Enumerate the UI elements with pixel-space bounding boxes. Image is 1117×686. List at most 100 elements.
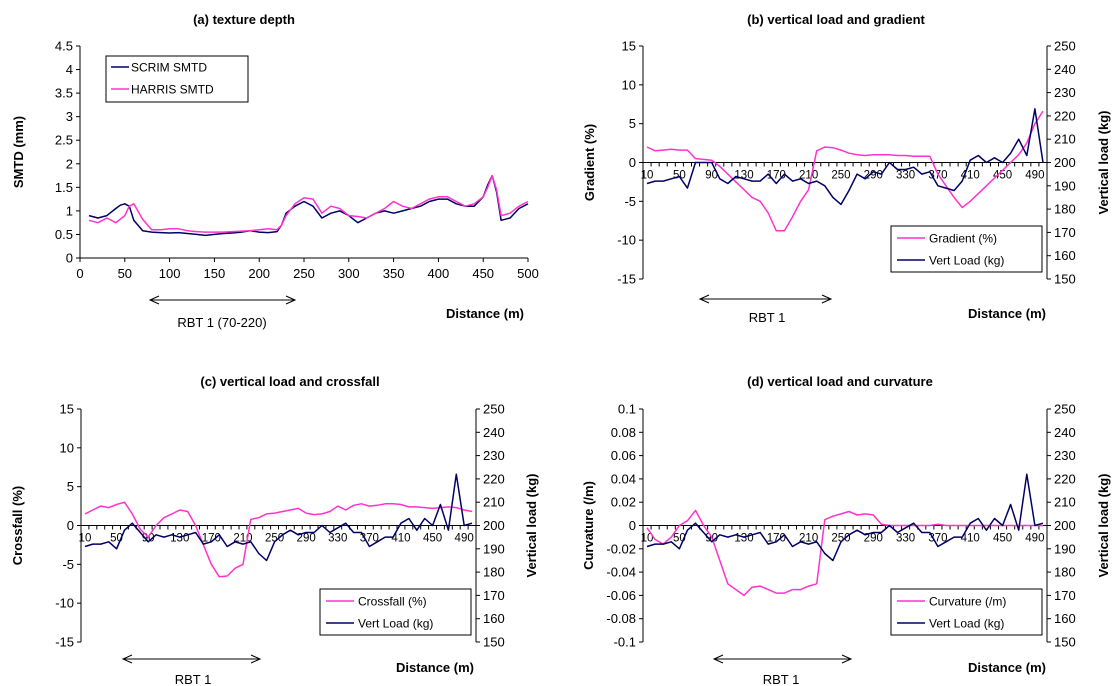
chart-panel-b: (b) vertical load and gradient -15 -10 -5 0 5… bbox=[582, 12, 1111, 325]
left-y-tick-label: 0 bbox=[629, 518, 636, 533]
left-y-tick-label: -5 bbox=[624, 194, 636, 209]
annotation-arrow-right-head bbox=[841, 654, 853, 664]
legend: Crossfall (%) Vert Load (kg) bbox=[319, 588, 472, 636]
legend: Curvature (/m) Vert Load (kg) bbox=[890, 588, 1043, 636]
left-y-tick-label: 15 bbox=[622, 39, 636, 54]
right-y-tick-label: 180 bbox=[1054, 202, 1076, 217]
left-y-tick-label: -0.02 bbox=[606, 541, 636, 556]
y-tick-label: 2 bbox=[66, 156, 73, 171]
legend-label-2: Vert Load (kg) bbox=[929, 617, 1004, 631]
x-tick-label: 50 bbox=[118, 266, 132, 281]
y-tick-label: 4 bbox=[66, 62, 73, 77]
annotation-arrow-right-head bbox=[821, 294, 833, 304]
right-y-tick-label: 220 bbox=[1054, 108, 1076, 123]
x-tick-label: 10 bbox=[641, 170, 654, 182]
series-line-1 bbox=[88, 174, 529, 237]
x-axis-label: Distance (m) bbox=[968, 306, 1046, 321]
legend-box bbox=[319, 588, 472, 636]
right-y-axis-label: Vertical load (kg) bbox=[1096, 110, 1111, 214]
left-y-axis-label: Crossfall (%) bbox=[10, 486, 25, 565]
left-y-tick-label: -5 bbox=[62, 557, 74, 572]
annotation-arrow-right-head bbox=[285, 295, 297, 305]
x-tick-label: 330 bbox=[328, 533, 347, 545]
right-y-axis-label: Vertical load (kg) bbox=[524, 473, 539, 577]
right-y-tick-label: 210 bbox=[1054, 132, 1076, 147]
legend-label-2: HARRIS SMTD bbox=[131, 83, 214, 97]
left-y-tick-label: -15 bbox=[55, 635, 74, 650]
left-y-tick-label: 5 bbox=[629, 116, 636, 131]
x-tick-label: 410 bbox=[391, 533, 410, 545]
x-tick-label: 150 bbox=[204, 266, 226, 281]
legend-label-1: Crossfall (%) bbox=[358, 595, 427, 609]
x-tick-label: 130 bbox=[734, 533, 753, 545]
x-tick-label: 300 bbox=[338, 266, 360, 281]
x-tick-label: 100 bbox=[159, 266, 181, 281]
x-tick-label: 170 bbox=[202, 533, 221, 545]
y-tick-label: 3.5 bbox=[55, 86, 73, 101]
chart-title: (d) vertical load and curvature bbox=[747, 374, 933, 389]
legend-label-1: Curvature (/m) bbox=[929, 595, 1006, 609]
left-y-tick-label: -0.1 bbox=[614, 635, 636, 650]
x-axis-label: Distance (m) bbox=[396, 660, 474, 675]
left-y-tick-label: 0.04 bbox=[611, 471, 636, 486]
series-line-1 bbox=[646, 110, 1044, 232]
x-tick-label: 400 bbox=[428, 266, 450, 281]
left-y-tick-label: -0.04 bbox=[606, 565, 636, 580]
x-axis-label: Distance (m) bbox=[968, 660, 1046, 675]
left-y-tick-label: 5 bbox=[67, 479, 74, 494]
right-y-tick-label: 210 bbox=[483, 495, 505, 510]
x-tick-label: 200 bbox=[248, 266, 270, 281]
y-tick-label: 1 bbox=[66, 203, 73, 218]
y-tick-label: 2.5 bbox=[55, 133, 73, 148]
x-tick-label: 330 bbox=[896, 170, 915, 182]
right-y-tick-label: 200 bbox=[1054, 155, 1076, 170]
x-tick-label: 450 bbox=[993, 533, 1012, 545]
right-y-axis-label: Vertical load (kg) bbox=[1096, 473, 1111, 577]
x-tick-label: 410 bbox=[961, 533, 980, 545]
rbt-arrow bbox=[712, 654, 853, 664]
right-y-tick-label: 240 bbox=[1054, 62, 1076, 77]
right-y-tick-label: 190 bbox=[483, 541, 505, 556]
y-tick-label: 0.5 bbox=[55, 227, 73, 242]
chart-title: (b) vertical load and gradient bbox=[747, 12, 925, 27]
series-line-2 bbox=[88, 174, 529, 233]
x-tick-label: 490 bbox=[1025, 170, 1044, 182]
y-tick-label: 3 bbox=[66, 109, 73, 124]
y-tick-label: 0 bbox=[66, 251, 73, 266]
rbt-annotation-label: RBT 1 bbox=[175, 672, 212, 686]
x-tick-label: 170 bbox=[767, 533, 786, 545]
right-y-tick-label: 240 bbox=[1054, 425, 1076, 440]
x-tick-label: 450 bbox=[472, 266, 494, 281]
series-line-1 bbox=[84, 501, 473, 578]
x-tick-label: 50 bbox=[673, 170, 686, 182]
series-line-1 bbox=[646, 509, 1043, 597]
x-axis-label: Distance (m) bbox=[446, 306, 524, 321]
chart-panel-c: (c) vertical load and crossfall -15 -10 -5 0… bbox=[10, 374, 539, 686]
left-y-tick-label: 0.06 bbox=[611, 448, 636, 463]
right-y-tick-label: 170 bbox=[1054, 225, 1076, 240]
right-y-tick-label: 180 bbox=[1054, 565, 1076, 580]
right-y-tick-label: 190 bbox=[1054, 541, 1076, 556]
legend-label-1: Gradient (%) bbox=[929, 232, 997, 246]
x-tick-label: 210 bbox=[799, 533, 818, 545]
series-line-2 bbox=[646, 108, 1044, 206]
rbt-annotation-label: RBT 1 bbox=[749, 310, 786, 325]
y-axis-label: SMTD (mm) bbox=[11, 116, 26, 188]
right-y-tick-label: 230 bbox=[483, 448, 505, 463]
left-y-axis-label: Gradient (%) bbox=[582, 124, 597, 201]
right-y-tick-label: 200 bbox=[1054, 518, 1076, 533]
left-y-tick-label: 10 bbox=[622, 77, 636, 92]
left-y-tick-label: 15 bbox=[60, 402, 74, 417]
x-tick-label: 210 bbox=[799, 170, 818, 182]
left-y-tick-label: -0.08 bbox=[606, 611, 636, 626]
right-y-tick-label: 200 bbox=[483, 518, 505, 533]
x-tick-label: 90 bbox=[705, 170, 718, 182]
right-y-tick-label: 220 bbox=[483, 471, 505, 486]
right-y-tick-label: 160 bbox=[1054, 248, 1076, 263]
right-y-tick-label: 150 bbox=[483, 635, 505, 650]
rbt-annotation-label: RBT 1 bbox=[763, 672, 800, 686]
x-tick-label: 450 bbox=[993, 170, 1012, 182]
right-y-tick-label: 250 bbox=[1054, 402, 1076, 417]
right-y-tick-label: 230 bbox=[1054, 85, 1076, 100]
